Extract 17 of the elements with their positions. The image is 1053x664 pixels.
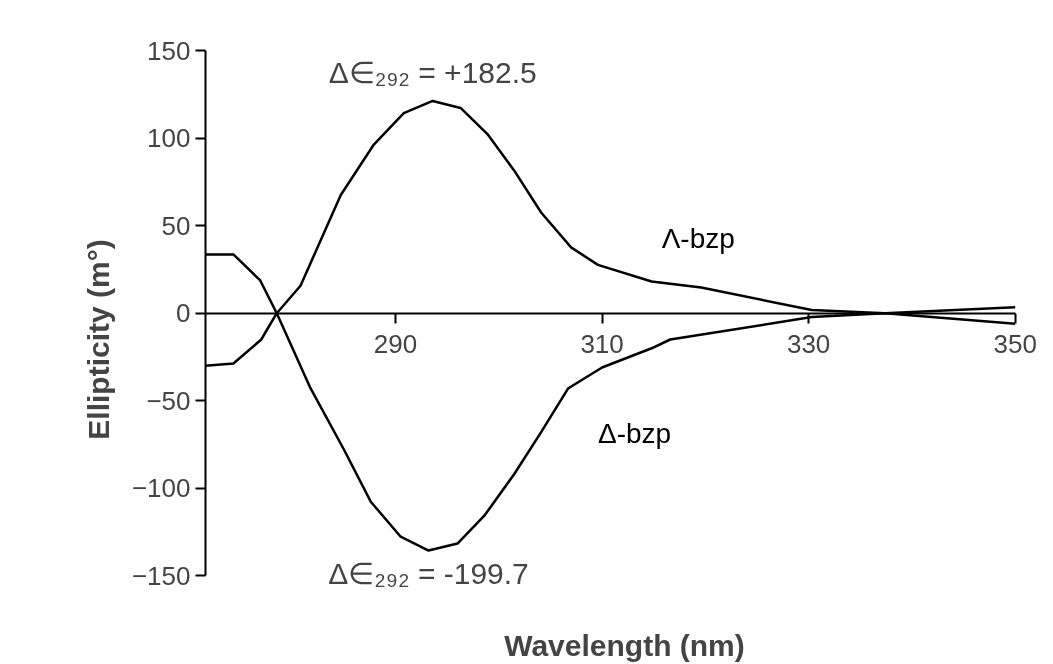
x-tick-label: 310: [580, 329, 624, 360]
y-tick-label: 50: [161, 210, 191, 241]
x-tick-label: 290: [373, 329, 418, 360]
y-axis-title: Ellipticity (m°): [81, 239, 115, 440]
series-label: Δ-bzp: [597, 417, 672, 449]
x-tick-label: 330: [786, 329, 831, 360]
x-axis-title: Wavelength (nm): [504, 628, 745, 662]
annotation: Δ∈₂₉₂ = +182.5: [328, 55, 537, 89]
y-tick-label: 0: [176, 298, 191, 329]
y-tick-label: 100: [147, 123, 191, 154]
y-tick-label: 150: [147, 35, 191, 66]
y-tick-label: −50: [146, 385, 191, 416]
y-tick-label: −100: [131, 473, 191, 504]
annotation: Δ∈₂₉₂ = -199.7: [328, 556, 529, 590]
series-label: Λ-bzp: [661, 222, 735, 254]
y-tick-label: −150: [131, 560, 191, 591]
x-tick-label: 350: [993, 329, 1037, 360]
